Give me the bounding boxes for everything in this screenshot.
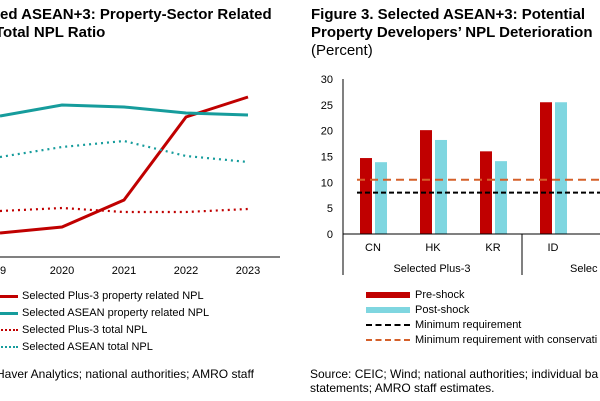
legend-swatch bbox=[0, 294, 18, 298]
bar-post-shock-ID bbox=[555, 102, 567, 234]
left-legend-item: Selected Plus-3 property related NPL bbox=[0, 290, 204, 303]
legend-label: Minimum requirement with conservati bbox=[415, 334, 598, 346]
left-source: Haver Analytics; national authorities; A… bbox=[0, 367, 254, 381]
legend-label: Selected ASEAN total NPL bbox=[22, 341, 153, 353]
right-y-tick-label: 10 bbox=[321, 177, 333, 189]
legend-swatch bbox=[366, 292, 410, 299]
legend-label: Minimum requirement bbox=[415, 319, 522, 331]
left-chart-title-line1: ed ASEAN+3: Property-Sector Related bbox=[0, 6, 272, 23]
group-label: Selec bbox=[570, 263, 598, 275]
right-y-tick-label: 15 bbox=[321, 152, 333, 164]
right-legend-item: Minimum requirement bbox=[366, 319, 521, 332]
right-y-tick-label: 5 bbox=[327, 203, 333, 215]
right-y-tick-label: 30 bbox=[321, 74, 333, 86]
left-x-tick-label: 2023 bbox=[236, 265, 260, 277]
right-y-tick-label: 0 bbox=[327, 229, 333, 241]
left-chart-title-line2: Total NPL Ratio bbox=[0, 24, 106, 41]
bar-post-shock-CN bbox=[375, 162, 387, 234]
legend-label: Selected Plus-3 property related NPL bbox=[22, 290, 204, 302]
right-source-line2: statements; AMRO staff estimates. bbox=[310, 381, 495, 395]
legend-swatch bbox=[0, 346, 18, 349]
left-series-line-2 bbox=[0, 206, 249, 214]
legend-label: Selected ASEAN property related NPL bbox=[22, 307, 210, 319]
bar-pre-shock-HK bbox=[420, 130, 432, 234]
right-legend-item: Minimum requirement with conservati bbox=[366, 334, 597, 347]
right-legend-item: Post-shock bbox=[366, 304, 469, 317]
left-x-tick-label: 2021 bbox=[112, 265, 136, 277]
legend-swatch bbox=[366, 307, 410, 314]
right-legend-item: Pre-shock bbox=[366, 289, 465, 302]
left-legend-item: Selected ASEAN total NPL bbox=[0, 341, 153, 354]
left-series-line-1 bbox=[0, 103, 249, 118]
legend-label: Pre-shock bbox=[415, 289, 465, 301]
bar-post-shock-KR bbox=[495, 161, 507, 234]
right-chart-subtitle: (Percent) bbox=[311, 42, 373, 59]
right-chart-title-line2: Property Developers’ NPL Deterioration bbox=[311, 24, 593, 41]
category-label: CN bbox=[365, 242, 381, 254]
right-source-line1: Source: CEIC; Wind; national authorities… bbox=[310, 367, 599, 381]
category-label: ID bbox=[548, 242, 559, 254]
category-label: KR bbox=[485, 242, 500, 254]
bar-post-shock-HK bbox=[435, 139, 447, 234]
bar-pre-shock-CN bbox=[360, 158, 372, 234]
left-series-line-0 bbox=[0, 95, 249, 235]
legend-label: Post-shock bbox=[415, 304, 470, 316]
bar-pre-shock-ID bbox=[540, 102, 552, 234]
left-legend-item: Selected ASEAN property related NPL bbox=[0, 307, 209, 320]
right-y-tick-label: 25 bbox=[321, 100, 333, 112]
legend-swatch bbox=[366, 339, 410, 342]
left-x-tick-label: 19 bbox=[0, 265, 6, 277]
left-legend-item: Selected Plus-3 total NPL bbox=[0, 324, 147, 337]
legend-swatch bbox=[366, 324, 410, 327]
legend-swatch bbox=[0, 311, 18, 315]
left-x-tick-label: 2020 bbox=[50, 265, 74, 277]
right-y-tick-label: 20 bbox=[321, 126, 333, 138]
legend-swatch bbox=[0, 329, 18, 332]
left-series-line-3 bbox=[0, 139, 249, 164]
legend-label: Selected Plus-3 total NPL bbox=[22, 324, 148, 336]
left-x-tick-label: 2022 bbox=[174, 265, 198, 277]
right-chart-title-line1: Figure 3. Selected ASEAN+3: Potential bbox=[311, 6, 586, 23]
category-label: HK bbox=[425, 242, 441, 254]
group-label: Selected Plus-3 bbox=[393, 263, 470, 275]
